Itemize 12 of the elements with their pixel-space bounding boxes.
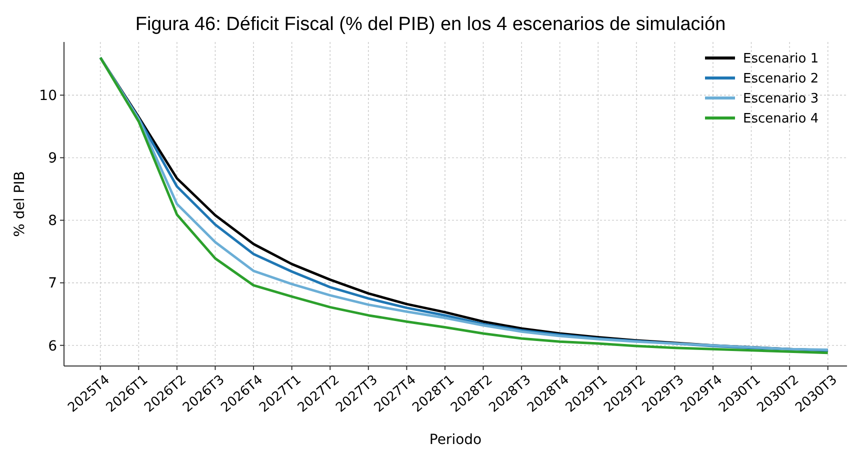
x-axis-title: Periodo	[429, 432, 482, 448]
y-tick-label: 10	[39, 88, 57, 104]
legend-label: Escenario 3	[743, 92, 819, 107]
chart-title: Figura 46: Déficit Fiscal (% del PIB) en los 4 escenarios de simulación	[135, 14, 726, 35]
y-tick-label: 8	[48, 213, 57, 230]
legend-label: Escenario 2	[743, 72, 819, 87]
y-tick-label: 6	[48, 338, 58, 354]
y-tick-label: 7	[48, 276, 57, 292]
legend-label: Escenario 1	[743, 52, 819, 67]
y-tick-label: 9	[48, 150, 57, 167]
legend-label: Escenario 4	[743, 112, 819, 127]
y-axis-title: % del PIB	[12, 171, 28, 237]
